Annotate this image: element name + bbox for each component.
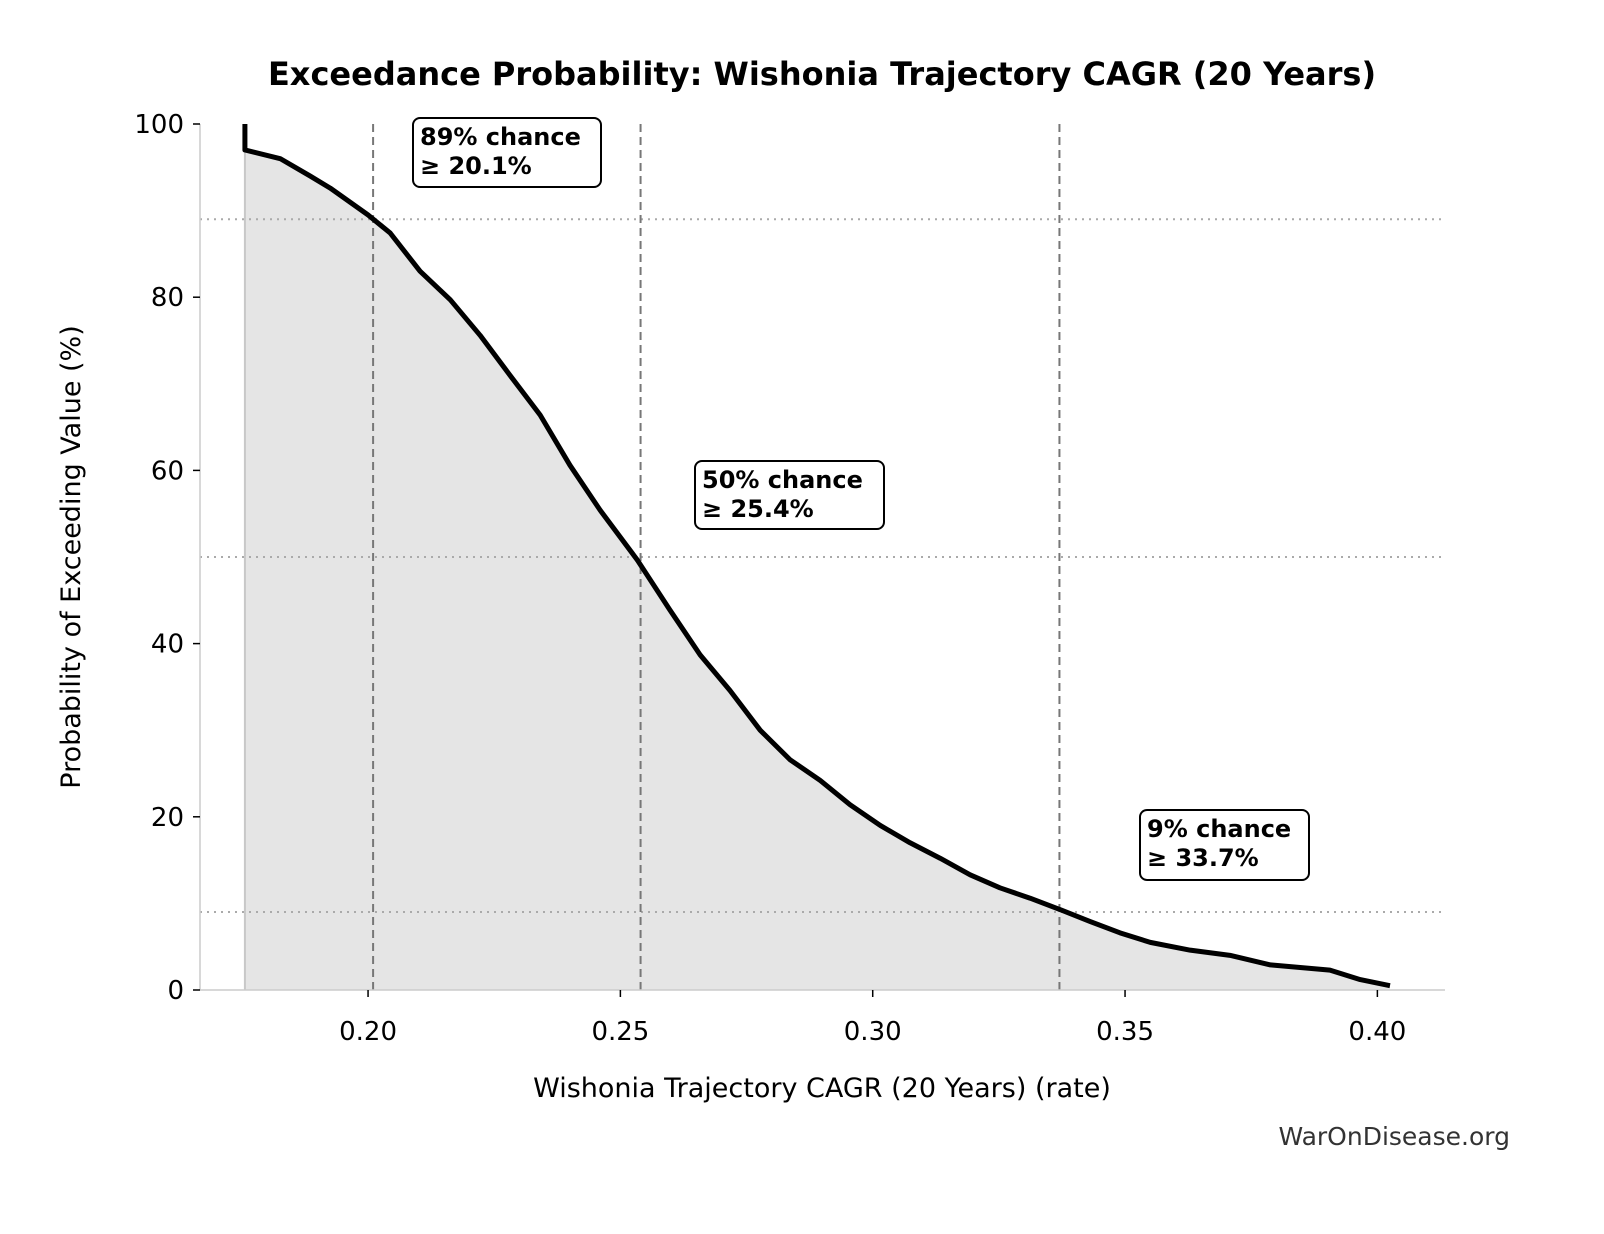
watermark: WarOnDisease.org (1278, 1122, 1510, 1151)
annotation-box: 89% chance≥ 20.1% (412, 117, 602, 188)
annotation-line2: ≥ 20.1% (420, 152, 532, 180)
x-tick-label: 0.25 (591, 1017, 649, 1047)
annotation-frame (412, 117, 602, 188)
annotation-box: 9% chance≥ 33.7% (1139, 809, 1310, 881)
annotation-line2: ≥ 33.7% (1147, 844, 1259, 872)
annotation-line1: 89% chance (420, 123, 581, 151)
y-tick-label: 100 (134, 110, 184, 140)
annotation-line1: 50% chance (702, 466, 863, 494)
exceedance-curve (242, 124, 1391, 989)
x-tick-label: 0.30 (844, 1017, 902, 1047)
annotation-frame (694, 460, 885, 530)
y-tick-label: 80 (151, 283, 184, 313)
y-tick-label: 60 (151, 456, 184, 486)
y-tick-label: 0 (167, 976, 184, 1006)
x-axis-label: Wishonia Trajectory CAGR (20 Years) (rat… (533, 1073, 1111, 1104)
annotation-line2: ≥ 25.4% (702, 495, 814, 523)
x-tick-label: 0.20 (339, 1017, 397, 1047)
annotation-box: 50% chance≥ 25.4% (694, 460, 885, 530)
y-tick-label: 40 (151, 630, 184, 660)
annotation-frame (1139, 809, 1310, 881)
area-fill (244, 124, 1390, 990)
y-tick-label: 20 (151, 803, 184, 833)
chart-title: Exceedance Probability: Wishonia Traject… (268, 55, 1376, 93)
x-tick-label: 0.35 (1096, 1017, 1154, 1047)
annotation-line1: 9% chance (1147, 815, 1291, 843)
x-tick-label: 0.40 (1348, 1017, 1406, 1047)
y-axis-label: Probability of Exceeding Value (%) (56, 325, 87, 788)
